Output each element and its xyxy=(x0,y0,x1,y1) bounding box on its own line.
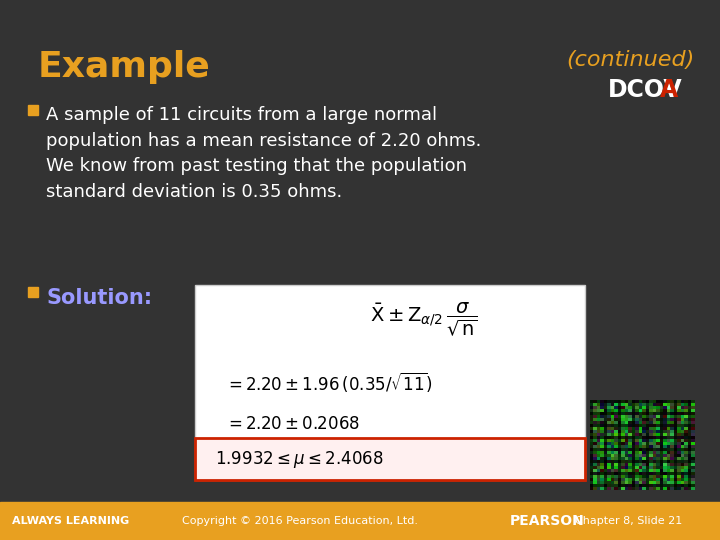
Bar xyxy=(0,502,720,540)
Text: PEARSON: PEARSON xyxy=(510,514,585,528)
Text: (continued): (continued) xyxy=(567,50,695,70)
Text: A: A xyxy=(660,78,678,102)
Text: $1.9932 \leq \mu \leq 2.4068$: $1.9932 \leq \mu \leq 2.4068$ xyxy=(215,449,384,469)
Text: Copyright © 2016 Pearson Education, Ltd.: Copyright © 2016 Pearson Education, Ltd. xyxy=(182,516,418,526)
Text: Chapter 8, Slide 21: Chapter 8, Slide 21 xyxy=(575,516,683,526)
Text: DCOV: DCOV xyxy=(608,78,683,102)
Text: $\bar{\mathrm{X}} \pm \mathrm{Z}_{\alpha/2}\,\dfrac{\sigma}{\sqrt{\mathrm{n}}}$: $\bar{\mathrm{X}} \pm \mathrm{Z}_{\alpha… xyxy=(371,300,479,338)
Text: $= 2.20 \pm 0.2068$: $= 2.20 \pm 0.2068$ xyxy=(225,415,360,433)
Bar xyxy=(195,438,585,480)
Text: $= 2.20 \pm 1.96\,(0.35/\sqrt{11})$: $= 2.20 \pm 1.96\,(0.35/\sqrt{11})$ xyxy=(225,370,433,394)
Bar xyxy=(195,285,585,480)
Bar xyxy=(28,105,38,115)
Bar xyxy=(28,287,38,297)
Text: Example: Example xyxy=(38,50,211,84)
Text: Solution:: Solution: xyxy=(46,288,152,308)
Text: A sample of 11 circuits from a large normal
population has a mean resistance of : A sample of 11 circuits from a large nor… xyxy=(46,106,482,201)
Text: ALWAYS LEARNING: ALWAYS LEARNING xyxy=(12,516,130,526)
